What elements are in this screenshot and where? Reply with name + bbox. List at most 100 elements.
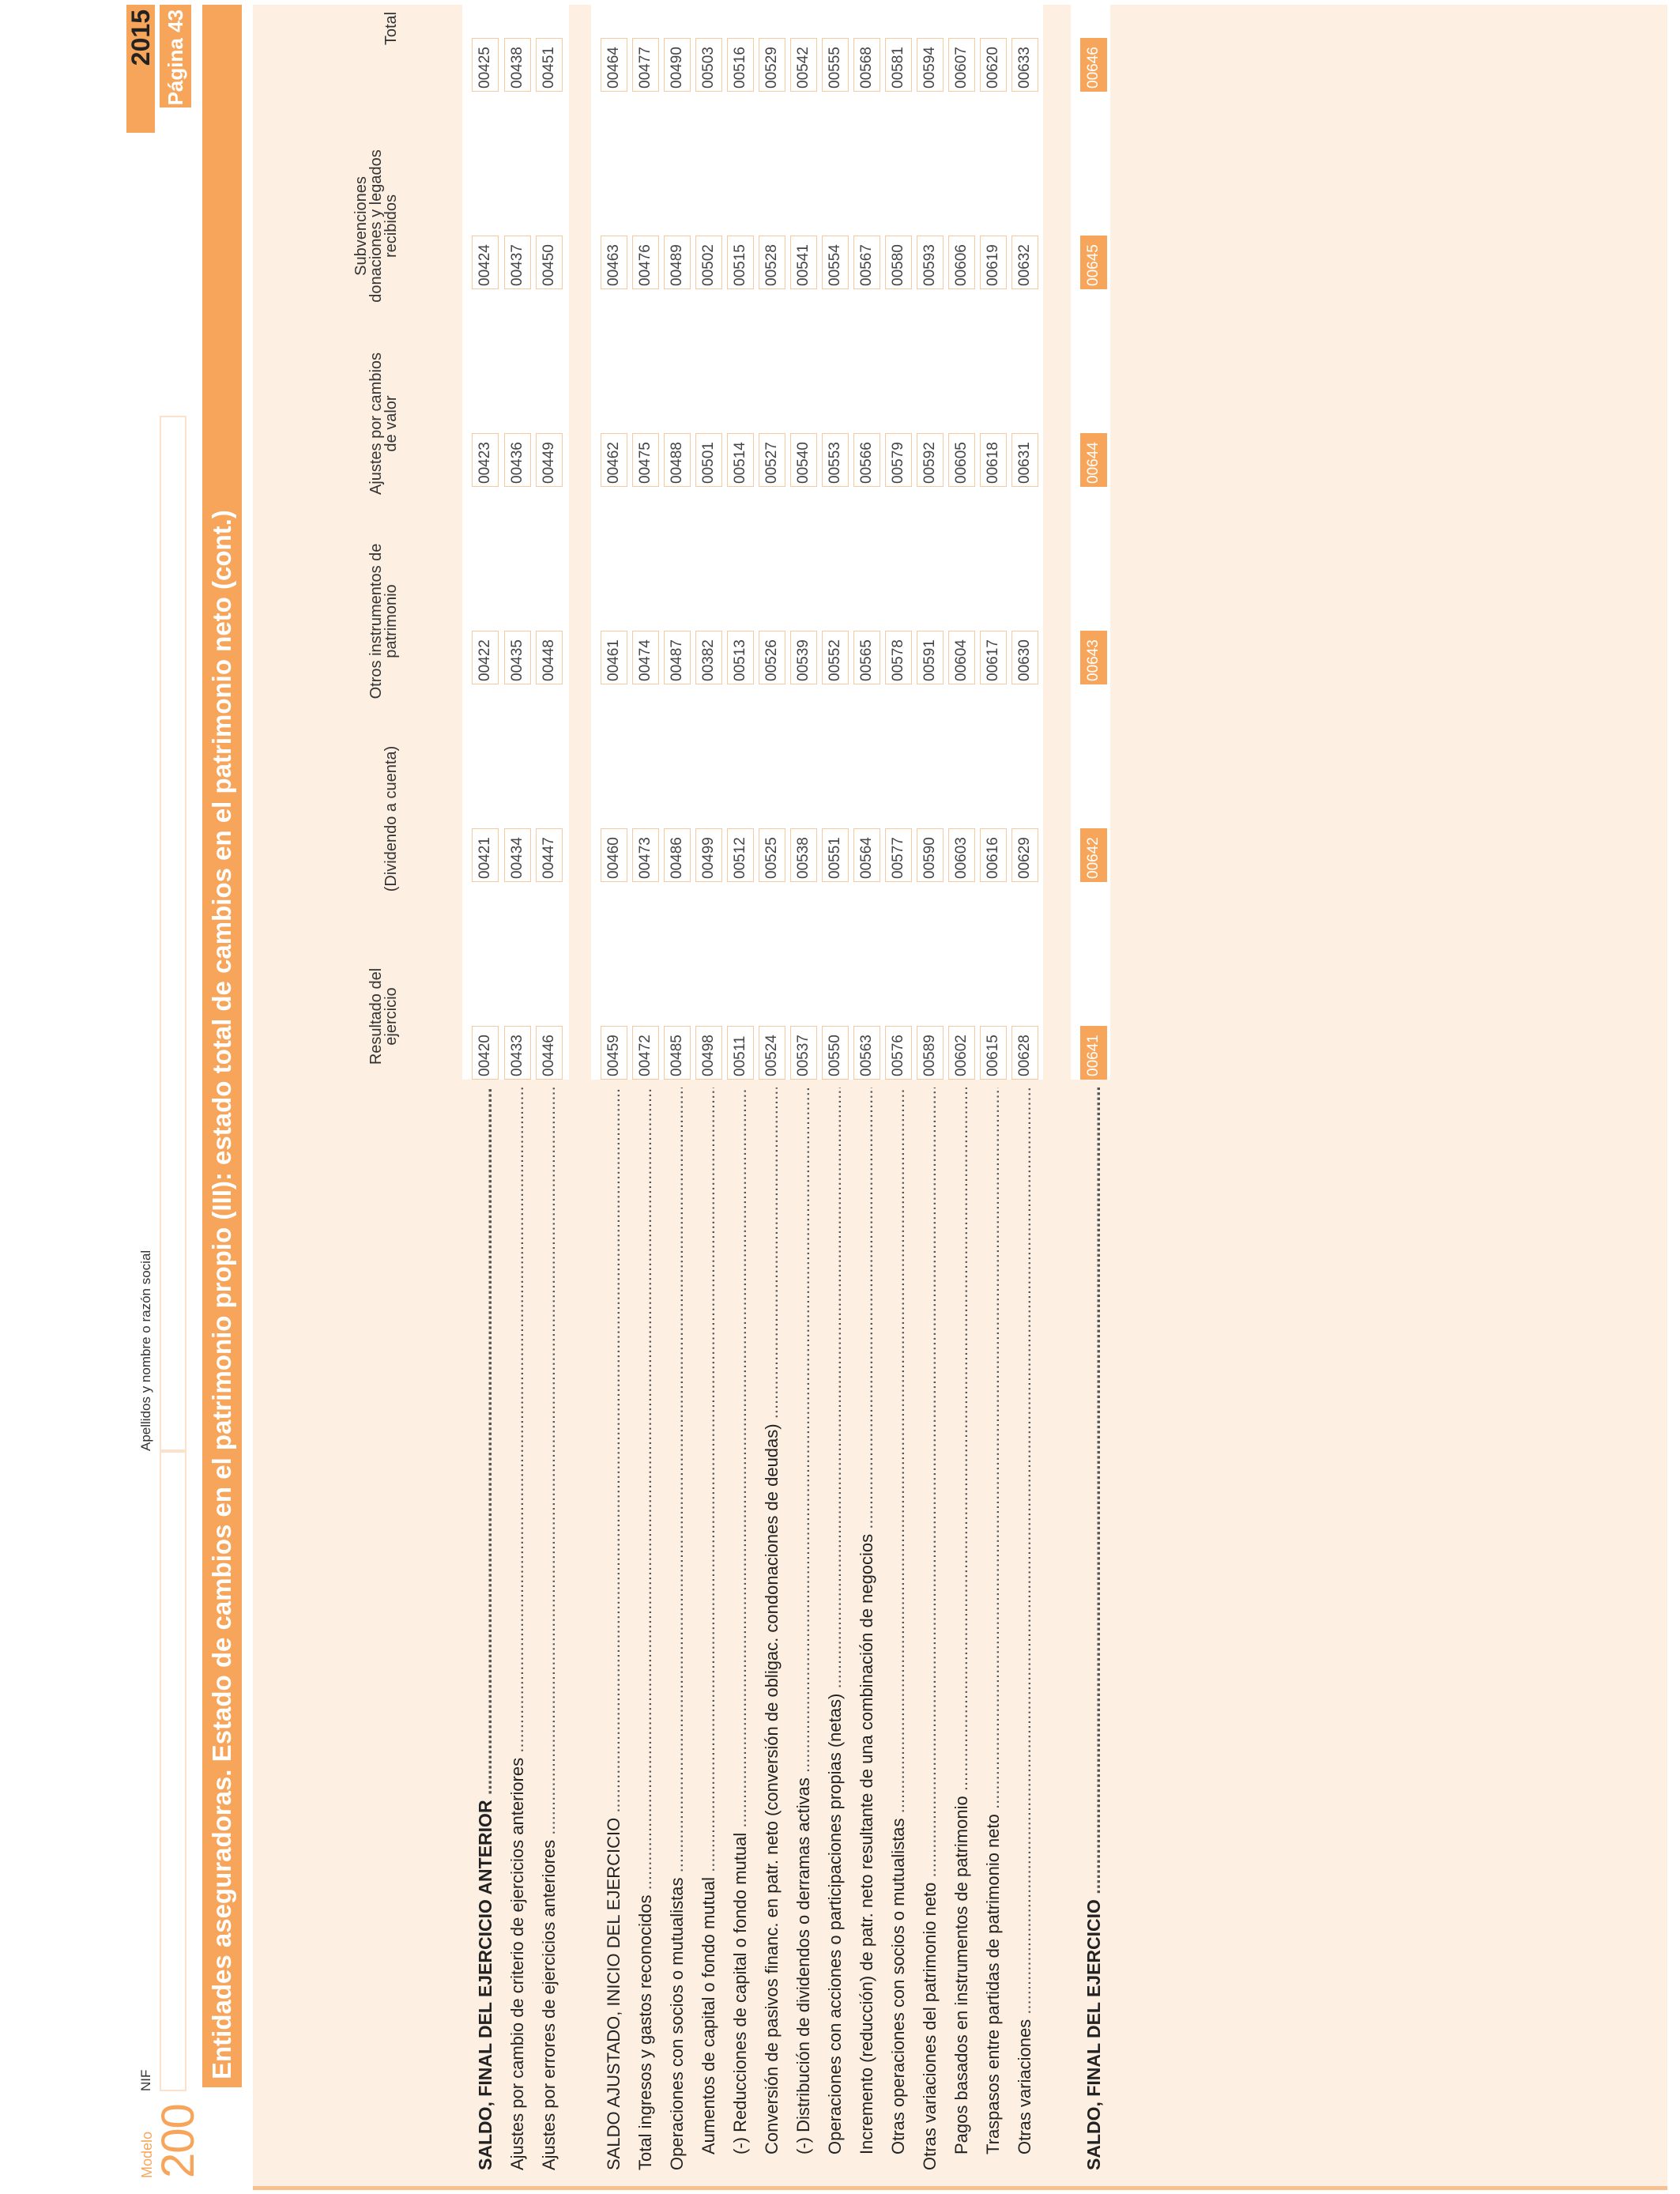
- amount-field[interactable]: 00538: [790, 828, 817, 882]
- amount-field[interactable]: 00487: [664, 631, 691, 684]
- amount-field[interactable]: 00421: [472, 828, 499, 882]
- amount-field[interactable]: 00473: [632, 828, 659, 882]
- amount-field[interactable]: 00541: [790, 236, 817, 289]
- amount-field[interactable]: 00438: [504, 38, 531, 92]
- amount-field[interactable]: 00524: [759, 1026, 785, 1080]
- amount-field[interactable]: 00423: [472, 433, 499, 487]
- amount-field[interactable]: 00592: [917, 433, 944, 487]
- amount-field[interactable]: 00579: [885, 433, 912, 487]
- amount-field[interactable]: 00540: [790, 433, 817, 487]
- amount-field[interactable]: 00382: [695, 631, 722, 684]
- amount-field[interactable]: 00477: [632, 38, 659, 92]
- amount-field[interactable]: 00551: [822, 828, 849, 882]
- amount-field[interactable]: 00578: [885, 631, 912, 684]
- amount-field[interactable]: 00566: [853, 433, 880, 487]
- amount-field[interactable]: 00537: [790, 1026, 817, 1080]
- amount-field[interactable]: 00447: [536, 828, 563, 882]
- amount-field[interactable]: 00461: [601, 631, 627, 684]
- amount-field[interactable]: 00593: [917, 236, 944, 289]
- amount-field[interactable]: 00489: [664, 236, 691, 289]
- amount-field[interactable]: 00550: [822, 1026, 849, 1080]
- amount-field[interactable]: 00568: [853, 38, 880, 92]
- amount-field[interactable]: 00577: [885, 828, 912, 882]
- amount-field[interactable]: 00630: [1011, 631, 1038, 684]
- amount-field[interactable]: 00498: [695, 1026, 722, 1080]
- amount-field[interactable]: 00565: [853, 631, 880, 684]
- nif-field[interactable]: [160, 1451, 186, 2091]
- amount-field[interactable]: 00643: [1080, 631, 1107, 684]
- amount-field[interactable]: 00553: [822, 433, 849, 487]
- amount-field[interactable]: 00646: [1080, 38, 1107, 92]
- amount-field[interactable]: 00567: [853, 236, 880, 289]
- amount-field[interactable]: 00633: [1011, 38, 1038, 92]
- amount-field[interactable]: 00475: [632, 433, 659, 487]
- amount-field[interactable]: 00433: [504, 1026, 531, 1080]
- amount-field[interactable]: 00446: [536, 1026, 563, 1080]
- amount-field[interactable]: 00424: [472, 236, 499, 289]
- amount-field[interactable]: 00463: [601, 236, 627, 289]
- amount-field[interactable]: 00435: [504, 631, 531, 684]
- amount-field[interactable]: 00603: [948, 828, 975, 882]
- amount-field[interactable]: 00436: [504, 433, 531, 487]
- amount-field[interactable]: 00528: [759, 236, 785, 289]
- amount-field[interactable]: 00490: [664, 38, 691, 92]
- amount-field[interactable]: 00448: [536, 631, 563, 684]
- amount-field[interactable]: 00501: [695, 433, 722, 487]
- amount-field[interactable]: 00451: [536, 38, 563, 92]
- amount-field[interactable]: 00539: [790, 631, 817, 684]
- amount-field[interactable]: 00474: [632, 631, 659, 684]
- amount-field[interactable]: 00632: [1011, 236, 1038, 289]
- amount-field[interactable]: 00620: [980, 38, 1007, 92]
- amount-field[interactable]: 00472: [632, 1026, 659, 1080]
- amount-field[interactable]: 00449: [536, 433, 563, 487]
- amount-field[interactable]: 00581: [885, 38, 912, 92]
- name-field[interactable]: [160, 416, 186, 1451]
- amount-field[interactable]: 00629: [1011, 828, 1038, 882]
- amount-field[interactable]: 00503: [695, 38, 722, 92]
- amount-field[interactable]: 00594: [917, 38, 944, 92]
- amount-field[interactable]: 00529: [759, 38, 785, 92]
- amount-field[interactable]: 00542: [790, 38, 817, 92]
- amount-field[interactable]: 00486: [664, 828, 691, 882]
- amount-field[interactable]: 00512: [727, 828, 754, 882]
- amount-field[interactable]: 00422: [472, 631, 499, 684]
- amount-field[interactable]: 00552: [822, 631, 849, 684]
- amount-field[interactable]: 00460: [601, 828, 627, 882]
- amount-field[interactable]: 00434: [504, 828, 531, 882]
- amount-field[interactable]: 00616: [980, 828, 1007, 882]
- amount-field[interactable]: 00437: [504, 236, 531, 289]
- amount-field[interactable]: 00618: [980, 433, 1007, 487]
- amount-field[interactable]: 00642: [1080, 828, 1107, 882]
- amount-field[interactable]: 00590: [917, 828, 944, 882]
- amount-field[interactable]: 00526: [759, 631, 785, 684]
- amount-field[interactable]: 00459: [601, 1026, 627, 1080]
- amount-field[interactable]: 00450: [536, 236, 563, 289]
- amount-field[interactable]: 00502: [695, 236, 722, 289]
- amount-field[interactable]: 00628: [1011, 1026, 1038, 1080]
- amount-field[interactable]: 00641: [1080, 1026, 1107, 1080]
- amount-field[interactable]: 00631: [1011, 433, 1038, 487]
- amount-field[interactable]: 00617: [980, 631, 1007, 684]
- amount-field[interactable]: 00527: [759, 433, 785, 487]
- amount-field[interactable]: 00602: [948, 1026, 975, 1080]
- amount-field[interactable]: 00515: [727, 236, 754, 289]
- amount-field[interactable]: 00511: [727, 1026, 754, 1080]
- amount-field[interactable]: 00516: [727, 38, 754, 92]
- amount-field[interactable]: 00564: [853, 828, 880, 882]
- amount-field[interactable]: 00462: [601, 433, 627, 487]
- amount-field[interactable]: 00589: [917, 1026, 944, 1080]
- amount-field[interactable]: 00525: [759, 828, 785, 882]
- amount-field[interactable]: 00644: [1080, 433, 1107, 487]
- amount-field[interactable]: 00499: [695, 828, 722, 882]
- amount-field[interactable]: 00591: [917, 631, 944, 684]
- amount-field[interactable]: 00420: [472, 1026, 499, 1080]
- amount-field[interactable]: 00615: [980, 1026, 1007, 1080]
- amount-field[interactable]: 00606: [948, 236, 975, 289]
- amount-field[interactable]: 00485: [664, 1026, 691, 1080]
- amount-field[interactable]: 00604: [948, 631, 975, 684]
- amount-field[interactable]: 00464: [601, 38, 627, 92]
- amount-field[interactable]: 00605: [948, 433, 975, 487]
- amount-field[interactable]: 00555: [822, 38, 849, 92]
- amount-field[interactable]: 00554: [822, 236, 849, 289]
- amount-field[interactable]: 00619: [980, 236, 1007, 289]
